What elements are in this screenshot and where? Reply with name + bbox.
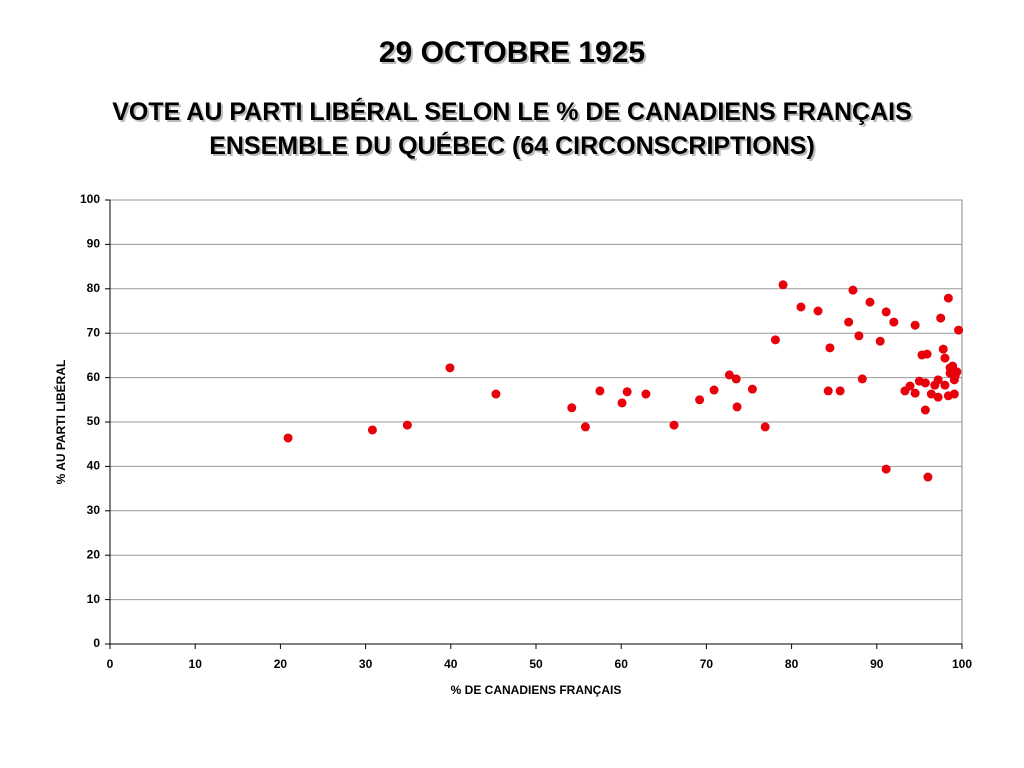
point bbox=[854, 331, 864, 341]
x-tick-label: 90 bbox=[870, 657, 884, 671]
y-tick-label: 20 bbox=[87, 547, 101, 561]
point bbox=[724, 370, 734, 380]
x-tick-label: 60 bbox=[615, 657, 629, 671]
point bbox=[865, 297, 875, 307]
point bbox=[905, 381, 915, 391]
point bbox=[283, 433, 293, 443]
point bbox=[835, 386, 845, 396]
point bbox=[770, 335, 780, 345]
point bbox=[491, 389, 501, 399]
point bbox=[954, 325, 964, 335]
point bbox=[910, 320, 920, 330]
y-tick-label: 90 bbox=[87, 237, 101, 251]
x-tick-label: 0 bbox=[107, 657, 114, 671]
y-tick-label: 60 bbox=[87, 370, 101, 384]
point bbox=[922, 349, 932, 359]
point bbox=[857, 374, 867, 384]
point bbox=[760, 422, 770, 432]
point bbox=[949, 389, 959, 399]
x-tick-label: 80 bbox=[785, 657, 799, 671]
x-tick-label: 100 bbox=[952, 657, 972, 671]
y-tick-label: 100 bbox=[80, 192, 100, 206]
point bbox=[910, 388, 920, 398]
point bbox=[747, 384, 757, 394]
point bbox=[695, 395, 705, 405]
point bbox=[567, 403, 577, 413]
point bbox=[595, 386, 605, 396]
point bbox=[920, 378, 930, 388]
point bbox=[938, 344, 948, 354]
point bbox=[731, 374, 741, 384]
point bbox=[881, 464, 891, 474]
point bbox=[813, 306, 823, 316]
point bbox=[367, 425, 377, 435]
y-tick-label: 0 bbox=[93, 636, 100, 650]
chart-subtitle: ENSEMBLE DU QUÉBEC (64 CIRCONSCRIPTIONS) bbox=[209, 132, 815, 160]
point bbox=[796, 302, 806, 312]
point bbox=[926, 389, 936, 399]
x-tick-label: 20 bbox=[274, 657, 288, 671]
x-tick-label: 70 bbox=[700, 657, 714, 671]
point bbox=[617, 398, 627, 408]
y-tick-label: 70 bbox=[87, 325, 101, 339]
point bbox=[923, 472, 933, 482]
point bbox=[889, 317, 899, 327]
y-tick-label: 10 bbox=[87, 592, 101, 606]
point bbox=[920, 405, 930, 415]
point bbox=[641, 389, 651, 399]
point bbox=[622, 387, 632, 397]
point bbox=[875, 336, 885, 346]
point bbox=[940, 353, 950, 363]
point bbox=[778, 280, 788, 290]
point bbox=[881, 307, 891, 317]
x-tick-label: 40 bbox=[444, 657, 458, 671]
point bbox=[844, 317, 854, 327]
x-tick-label: 10 bbox=[189, 657, 203, 671]
x-axis-label: % DE CANADIENS FRANÇAIS bbox=[451, 683, 622, 697]
point bbox=[580, 422, 590, 432]
chart-title: 29 OCTOBRE 1925 bbox=[378, 36, 646, 69]
y-axis-label: % AU PARTI LIBÉRAL bbox=[53, 360, 68, 485]
x-tick-label: 50 bbox=[529, 657, 543, 671]
y-tick-label: 40 bbox=[87, 459, 101, 473]
point bbox=[952, 367, 962, 377]
point bbox=[933, 392, 943, 402]
y-tick-label: 80 bbox=[87, 281, 101, 295]
point bbox=[936, 313, 946, 323]
point bbox=[402, 420, 412, 430]
point bbox=[669, 420, 679, 430]
point bbox=[933, 375, 943, 385]
x-tick-label: 30 bbox=[359, 657, 373, 671]
point bbox=[709, 385, 719, 395]
point bbox=[825, 343, 835, 353]
y-tick-label: 30 bbox=[87, 503, 101, 517]
y-tick-label: 50 bbox=[87, 414, 101, 428]
chart-subtitle: VOTE AU PARTI LIBÉRAL SELON LE % DE CANA… bbox=[112, 98, 912, 126]
point bbox=[823, 386, 833, 396]
point bbox=[732, 402, 742, 412]
point bbox=[848, 285, 858, 295]
point bbox=[445, 363, 455, 373]
point bbox=[943, 293, 953, 303]
point bbox=[940, 380, 950, 390]
